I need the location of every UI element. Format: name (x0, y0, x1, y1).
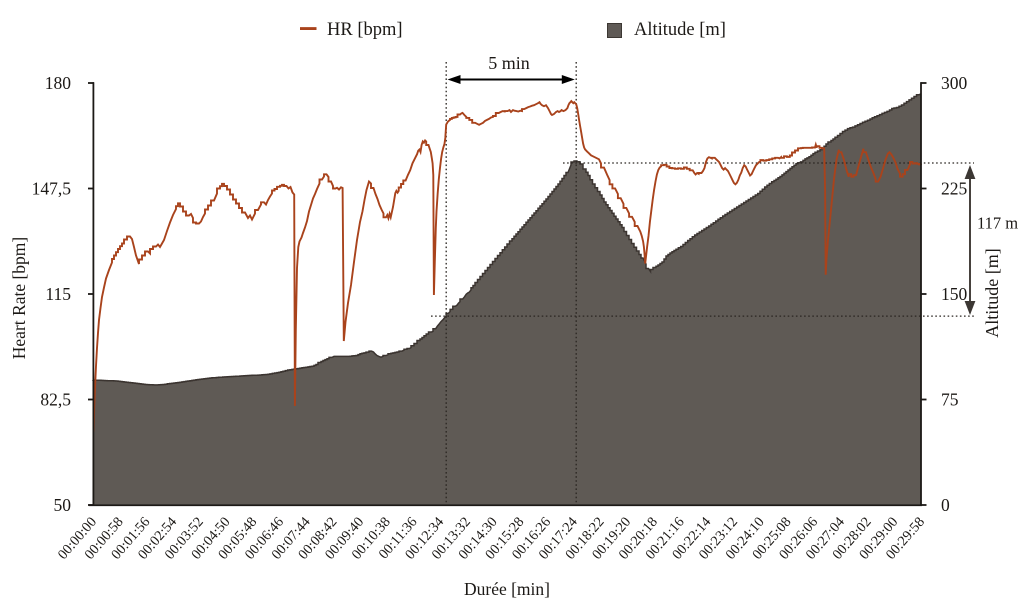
svg-text:Altitude [m]: Altitude [m] (982, 248, 1002, 337)
svg-text:147,5: 147,5 (32, 179, 72, 199)
svg-text:50: 50 (54, 495, 72, 515)
svg-text:82,5: 82,5 (40, 390, 71, 410)
svg-text:117 m: 117 m (977, 214, 1018, 233)
svg-text:HR [bpm]: HR [bpm] (327, 20, 403, 40)
svg-text:Altitude [m]: Altitude [m] (634, 20, 726, 40)
svg-text:300: 300 (941, 73, 968, 93)
svg-text:180: 180 (45, 73, 72, 93)
svg-text:Durée [min]: Durée [min] (464, 579, 550, 599)
svg-text:5 min: 5 min (488, 53, 530, 73)
svg-text:0: 0 (941, 495, 950, 515)
svg-text:115: 115 (45, 284, 71, 304)
svg-text:Heart Rate [bpm]: Heart Rate [bpm] (9, 237, 29, 359)
svg-text:150: 150 (941, 284, 968, 304)
svg-text:75: 75 (941, 390, 959, 410)
svg-text:225: 225 (941, 179, 968, 199)
